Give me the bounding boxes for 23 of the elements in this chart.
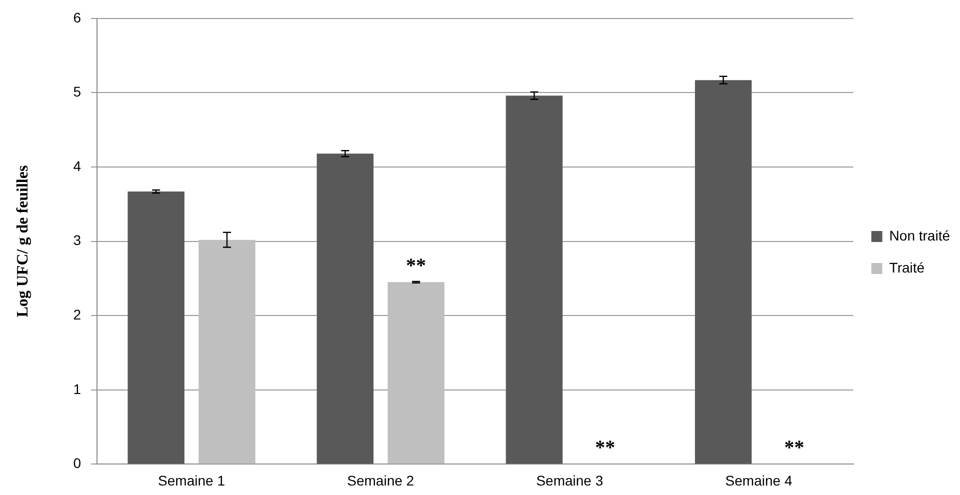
annotation: ** xyxy=(784,437,804,460)
y-tick-label: 1 xyxy=(73,380,82,397)
legend-label: Non traité xyxy=(889,227,950,244)
x-tick-label: Semaine 4 xyxy=(725,472,792,488)
bar xyxy=(694,80,752,464)
y-tick-label: 2 xyxy=(73,306,82,322)
y-tick-label: 0 xyxy=(73,455,82,472)
annotation: ** xyxy=(406,255,426,278)
bar xyxy=(316,154,374,464)
x-tick-label: Semaine 1 xyxy=(158,472,226,488)
x-tick-label: Semaine 2 xyxy=(347,472,414,488)
legend-label: Traité xyxy=(889,259,925,276)
bar xyxy=(506,96,563,464)
y-tick-label: 4 xyxy=(73,158,82,174)
y-tick-label: 5 xyxy=(73,84,82,100)
bar xyxy=(388,282,444,464)
annotation: ** xyxy=(595,437,616,460)
y-tick-label: 3 xyxy=(73,232,82,248)
bar xyxy=(198,240,256,464)
y-axis-title: Log UFC/ g de feuilles xyxy=(14,165,32,318)
x-tick-label: Semaine 3 xyxy=(536,472,604,488)
y-tick-label: 6 xyxy=(73,9,82,26)
bar xyxy=(128,192,184,464)
